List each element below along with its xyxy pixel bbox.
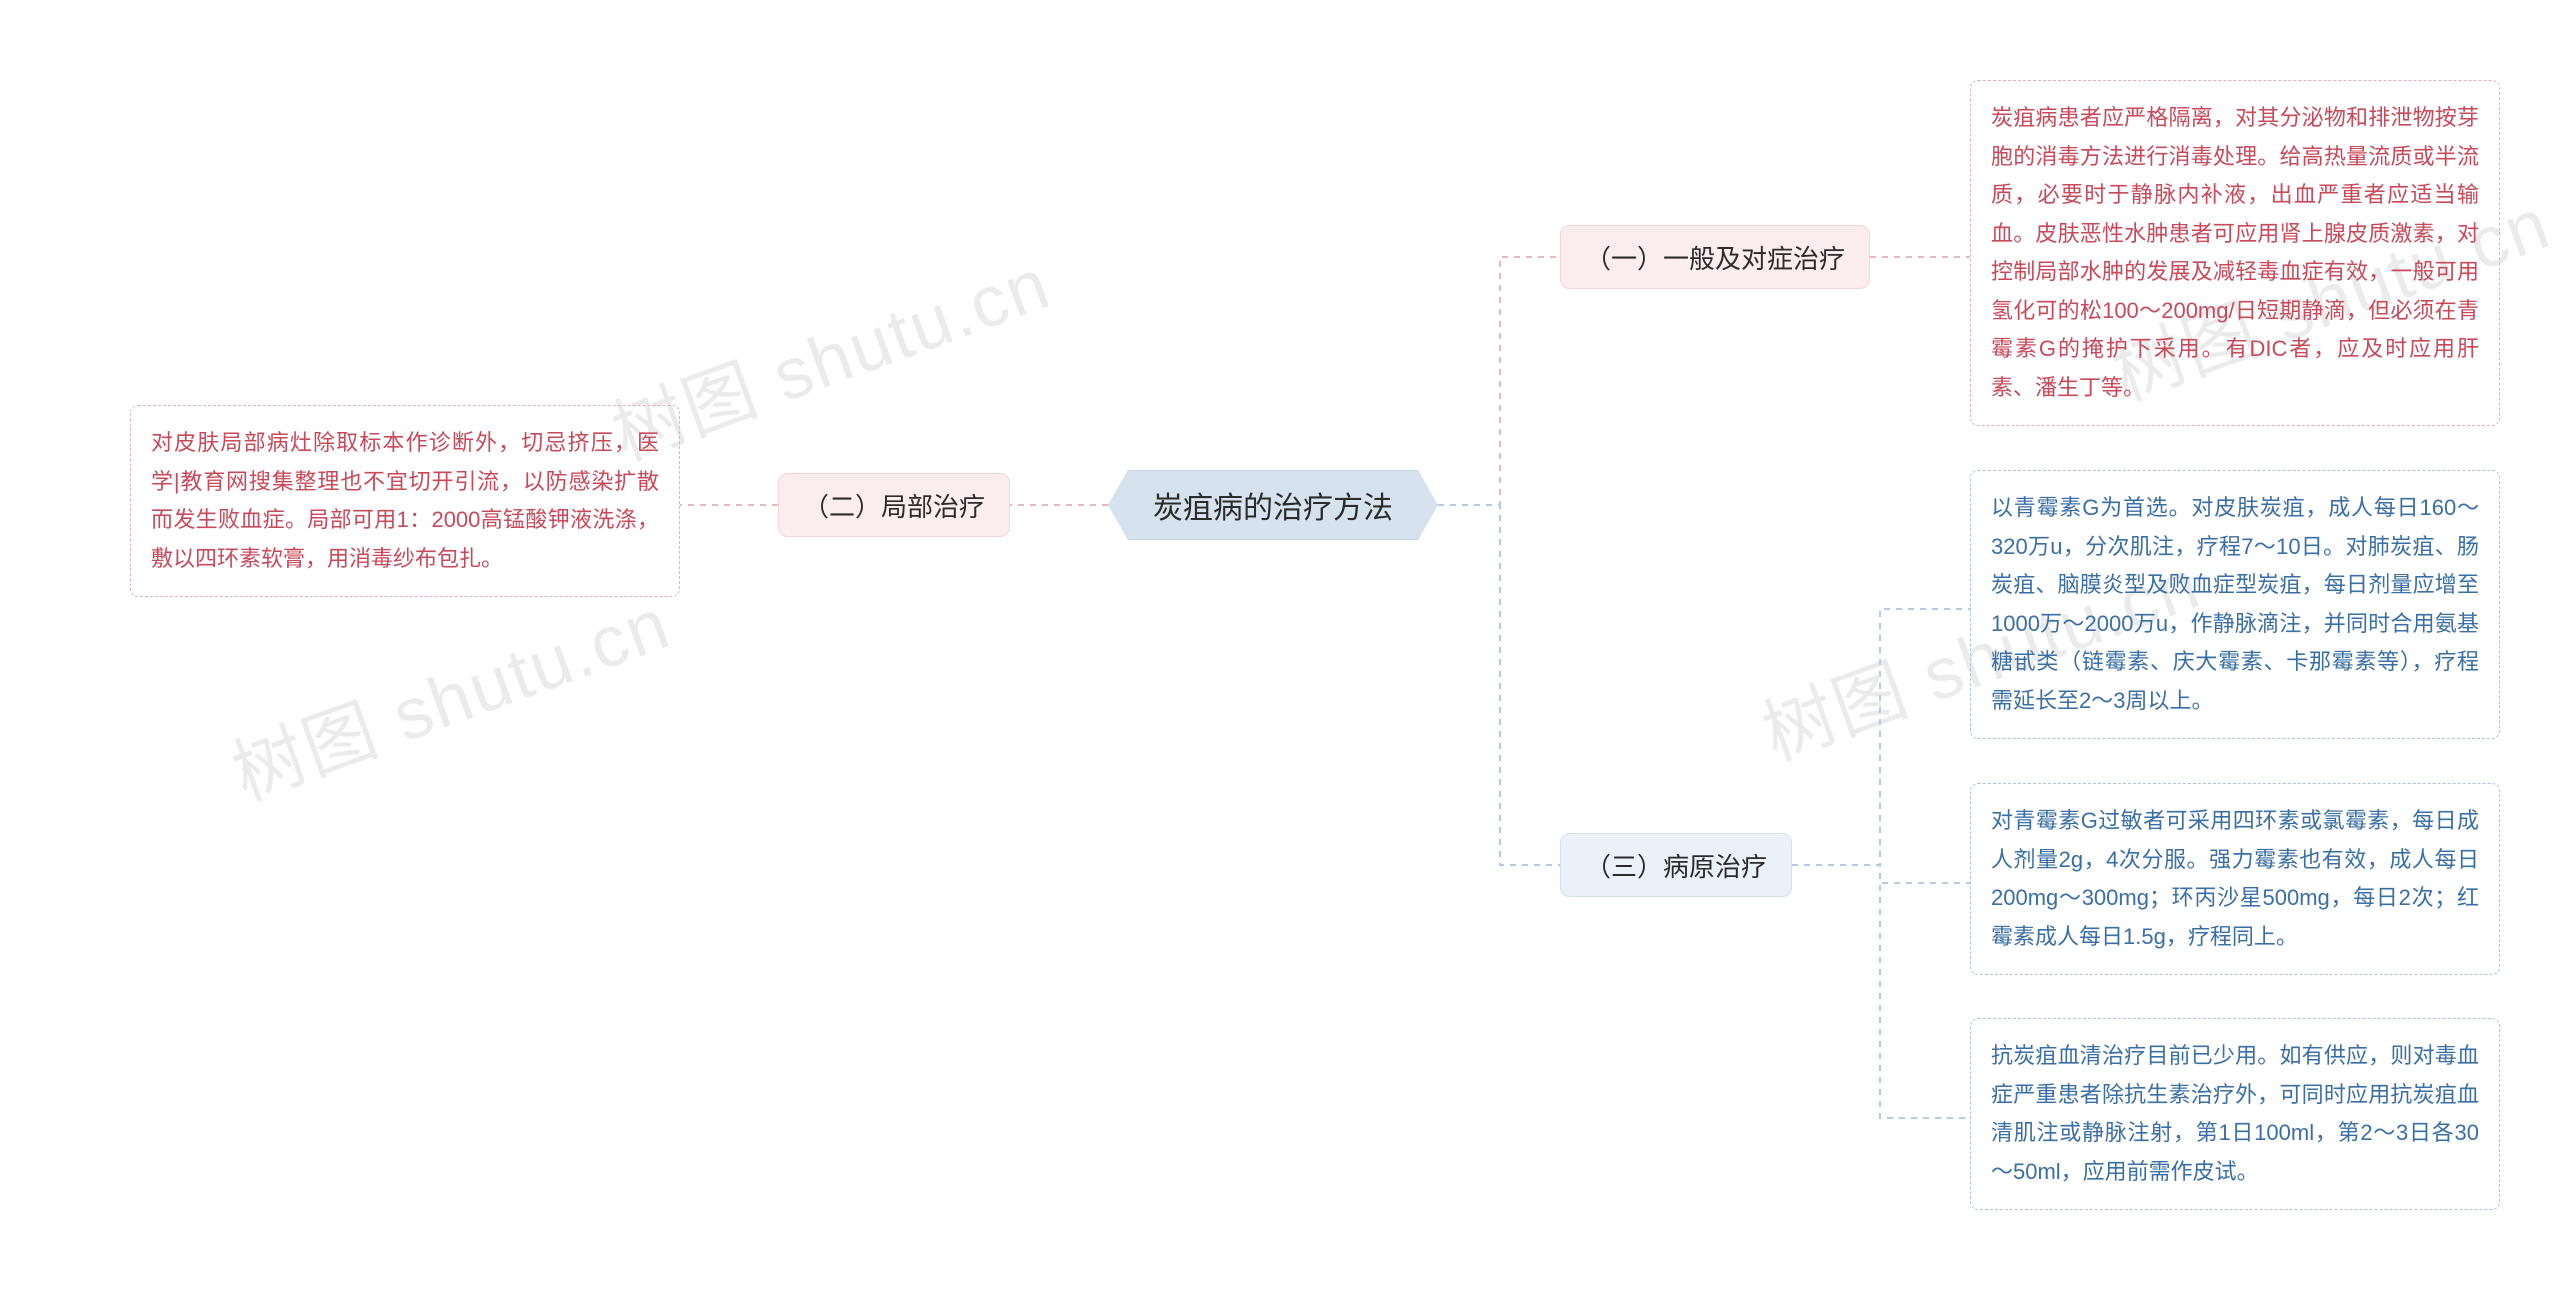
branch-label: （三）病原治疗 bbox=[1585, 847, 1767, 884]
branch-label: （二）局部治疗 bbox=[803, 487, 985, 524]
leaf-text: 对皮肤局部病灶除取标本作诊断外，切忌挤压，医学|教育网搜集整理也不宜切开引流，以… bbox=[151, 430, 659, 571]
watermark: 树图 shutu.cn bbox=[216, 565, 682, 820]
branch-local-treatment: （二）局部治疗 bbox=[778, 473, 1010, 537]
leaf-text: 炭疽病患者应严格隔离，对其分泌物和排泄物按芽胞的消毒方法进行消毒处理。给高热量流… bbox=[1991, 105, 2479, 400]
branch-pathogen-treatment: （三）病原治疗 bbox=[1560, 833, 1792, 897]
leaf-general-detail: 炭疽病患者应严格隔离，对其分泌物和排泄物按芽胞的消毒方法进行消毒处理。给高热量流… bbox=[1970, 80, 2500, 426]
leaf-text: 对青霉素G过敏者可采用四环素或氯霉素，每日成人剂量2g，4次分服。强力霉素也有效… bbox=[1991, 808, 2479, 949]
root-label: 炭疽病的治疗方法 bbox=[1153, 483, 1393, 527]
leaf-text: 以青霉素G为首选。对皮肤炭疽，成人每日160～320万u，分次肌注，疗程7～10… bbox=[1991, 495, 2479, 713]
branch-general-treatment: （一）一般及对症治疗 bbox=[1560, 225, 1870, 289]
leaf-local-detail: 对皮肤局部病灶除取标本作诊断外，切忌挤压，医学|教育网搜集整理也不宜切开引流，以… bbox=[130, 405, 680, 597]
root-node: 炭疽病的治疗方法 bbox=[1108, 470, 1438, 540]
branch-label: （一）一般及对症治疗 bbox=[1585, 239, 1845, 276]
leaf-text: 抗炭疽血清治疗目前已少用。如有供应，则对毒血症严重患者除抗生素治疗外，可同时应用… bbox=[1991, 1043, 2479, 1184]
leaf-pathogen-detail-a: 以青霉素G为首选。对皮肤炭疽，成人每日160～320万u，分次肌注，疗程7～10… bbox=[1970, 470, 2500, 739]
leaf-pathogen-detail-b: 对青霉素G过敏者可采用四环素或氯霉素，每日成人剂量2g，4次分服。强力霉素也有效… bbox=[1970, 783, 2500, 975]
leaf-pathogen-detail-c: 抗炭疽血清治疗目前已少用。如有供应，则对毒血症严重患者除抗生素治疗外，可同时应用… bbox=[1970, 1018, 2500, 1210]
